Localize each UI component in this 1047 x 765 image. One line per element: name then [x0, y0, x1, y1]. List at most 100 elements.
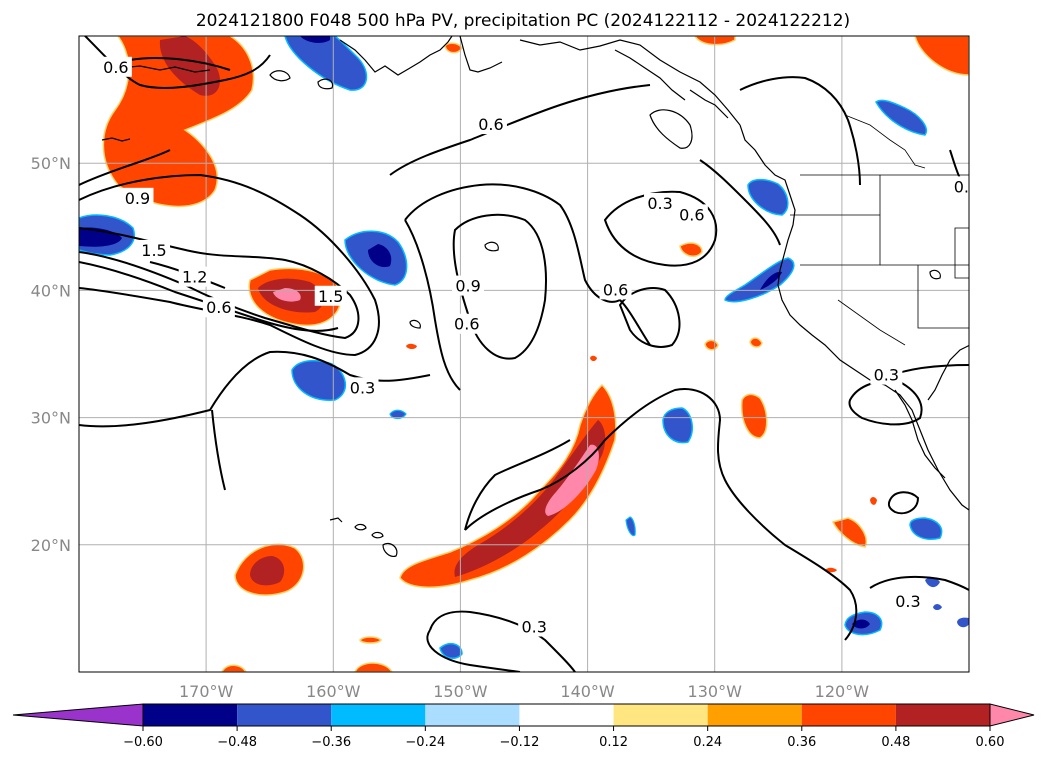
contour-label-background	[450, 313, 483, 334]
shade-positive	[749, 337, 763, 348]
contour-label: 1.5	[141, 241, 166, 260]
contour-label-background	[870, 364, 903, 385]
colorbar-segment	[707, 704, 802, 726]
precip-shading	[79, 36, 969, 672]
shade-positive	[159, 36, 220, 96]
colorbar-tick-label: 0.60	[976, 735, 1005, 750]
lon-tick-label: 150°W	[433, 682, 488, 701]
colorbar-extend-min	[12, 703, 144, 727]
colorbar-segment	[613, 704, 708, 726]
colorbar-tick-label: −0.24	[405, 735, 445, 750]
colorbar-segment	[143, 704, 238, 726]
shade-positive	[359, 636, 383, 644]
contour-label: 0.3	[895, 592, 920, 611]
contour-label-background	[346, 377, 379, 398]
shade-positive	[679, 242, 703, 257]
shade-negative	[957, 617, 969, 628]
latitude-tick-labels: 20°N 30°N 40°N 50°N	[31, 154, 71, 555]
lat-tick-label: 30°N	[31, 409, 71, 428]
pv-contours	[79, 36, 969, 672]
shade-positive	[273, 288, 301, 302]
lat-tick-label: 40°N	[31, 281, 71, 300]
colorbar: −0.60 −0.48 −0.36 −0.24 −0.12 0.12 0.24 0.36 0.4…	[12, 703, 1035, 750]
lon-tick-label: 130°W	[688, 682, 743, 701]
lon-tick-label: 140°W	[560, 682, 615, 701]
contour-label-background	[202, 297, 235, 318]
contour-label-background	[599, 279, 632, 300]
shade-positive	[545, 444, 599, 516]
contour-label: 0.3	[350, 378, 375, 397]
political-borders	[790, 114, 969, 346]
shade-negative	[760, 271, 782, 290]
shade-positive	[740, 393, 768, 439]
contour-label-background	[314, 285, 347, 306]
shade-positive	[250, 556, 285, 586]
contour-label: 0.3	[874, 366, 899, 385]
shade-positive	[444, 42, 463, 54]
contour-label: 0.6	[206, 298, 231, 317]
colorbar-extend-max	[989, 703, 1035, 727]
colorbar-segment	[895, 704, 990, 726]
contour-label: 1.2	[182, 268, 207, 287]
contour-label: 0.3	[521, 617, 546, 636]
shade-negative	[875, 99, 927, 136]
colorbar-tick-label: −0.12	[500, 735, 540, 750]
map-frame	[78, 35, 970, 673]
colorbar-tick-label: 0.24	[693, 735, 722, 750]
contour-label: 0.9	[455, 277, 480, 296]
contour-label-background	[99, 56, 132, 77]
contour-label-background	[452, 275, 485, 296]
contour-label-background	[121, 187, 154, 208]
colorbar-segment	[801, 704, 896, 726]
contour-label-background	[178, 266, 211, 287]
contour-label: 1.5	[318, 287, 343, 306]
shade-negative	[300, 36, 330, 43]
shade-negative	[933, 604, 942, 610]
graticule	[79, 36, 969, 672]
coastlines	[101, 36, 969, 557]
shade-negative	[439, 643, 463, 659]
shade-negative	[284, 36, 368, 91]
lon-tick-label: 160°W	[306, 682, 361, 701]
contour-label-background	[950, 176, 969, 197]
lat-tick-label: 50°N	[31, 154, 71, 173]
contour-label-background	[675, 204, 708, 225]
contour-labels: 0.6 0.6 0.9 1.5 1.2 0.6 1.5 0.9 0.6 0.3 0.3 0.6 0.6 0…	[99, 56, 979, 637]
contour-label: 0.6	[103, 58, 128, 77]
contour-label: 0.3	[647, 194, 672, 213]
contour-label: 0.9	[125, 189, 150, 208]
shade-negative	[909, 517, 943, 540]
contour-label: 0.6	[603, 280, 628, 299]
shade-negative	[747, 178, 789, 216]
shade-positive	[870, 497, 877, 505]
colorbar-tick-label: −0.36	[311, 735, 351, 750]
contour-label: 0.6	[478, 115, 503, 134]
colorbar-segment	[331, 704, 426, 726]
shade-negative	[925, 577, 940, 588]
shade-positive	[590, 355, 597, 361]
shade-negative	[852, 619, 870, 629]
lon-tick-label: 120°W	[815, 682, 870, 701]
shade-negative	[291, 359, 346, 401]
map-title: 2024121800 F048 500 hPa PV, precipitatio…	[196, 11, 850, 31]
contour-label: 0.6	[679, 205, 704, 224]
shade-negative	[368, 244, 392, 268]
shade-negative	[662, 407, 694, 444]
contour-label-background	[518, 616, 551, 637]
contour-label-background	[644, 192, 677, 213]
shade-positive	[406, 343, 417, 349]
contour-label-background	[474, 114, 507, 135]
colorbar-tick-label: 0.36	[787, 735, 816, 750]
colorbar-frame	[142, 703, 991, 727]
colorbar-tick-label: −0.48	[217, 735, 257, 750]
longitude-tick-labels: 170°W 160°W 150°W 140°W 130°W 120°W	[179, 682, 869, 701]
colorbar-segment	[519, 704, 614, 726]
lon-tick-label: 170°W	[179, 682, 234, 701]
shade-positive	[454, 420, 606, 577]
colorbar-tick-label: −0.60	[123, 735, 163, 750]
contour-label-background	[138, 239, 171, 260]
contour-label: 0.3	[954, 177, 979, 196]
colorbar-tick-label: 0.12	[599, 735, 628, 750]
shade-negative	[625, 516, 636, 537]
